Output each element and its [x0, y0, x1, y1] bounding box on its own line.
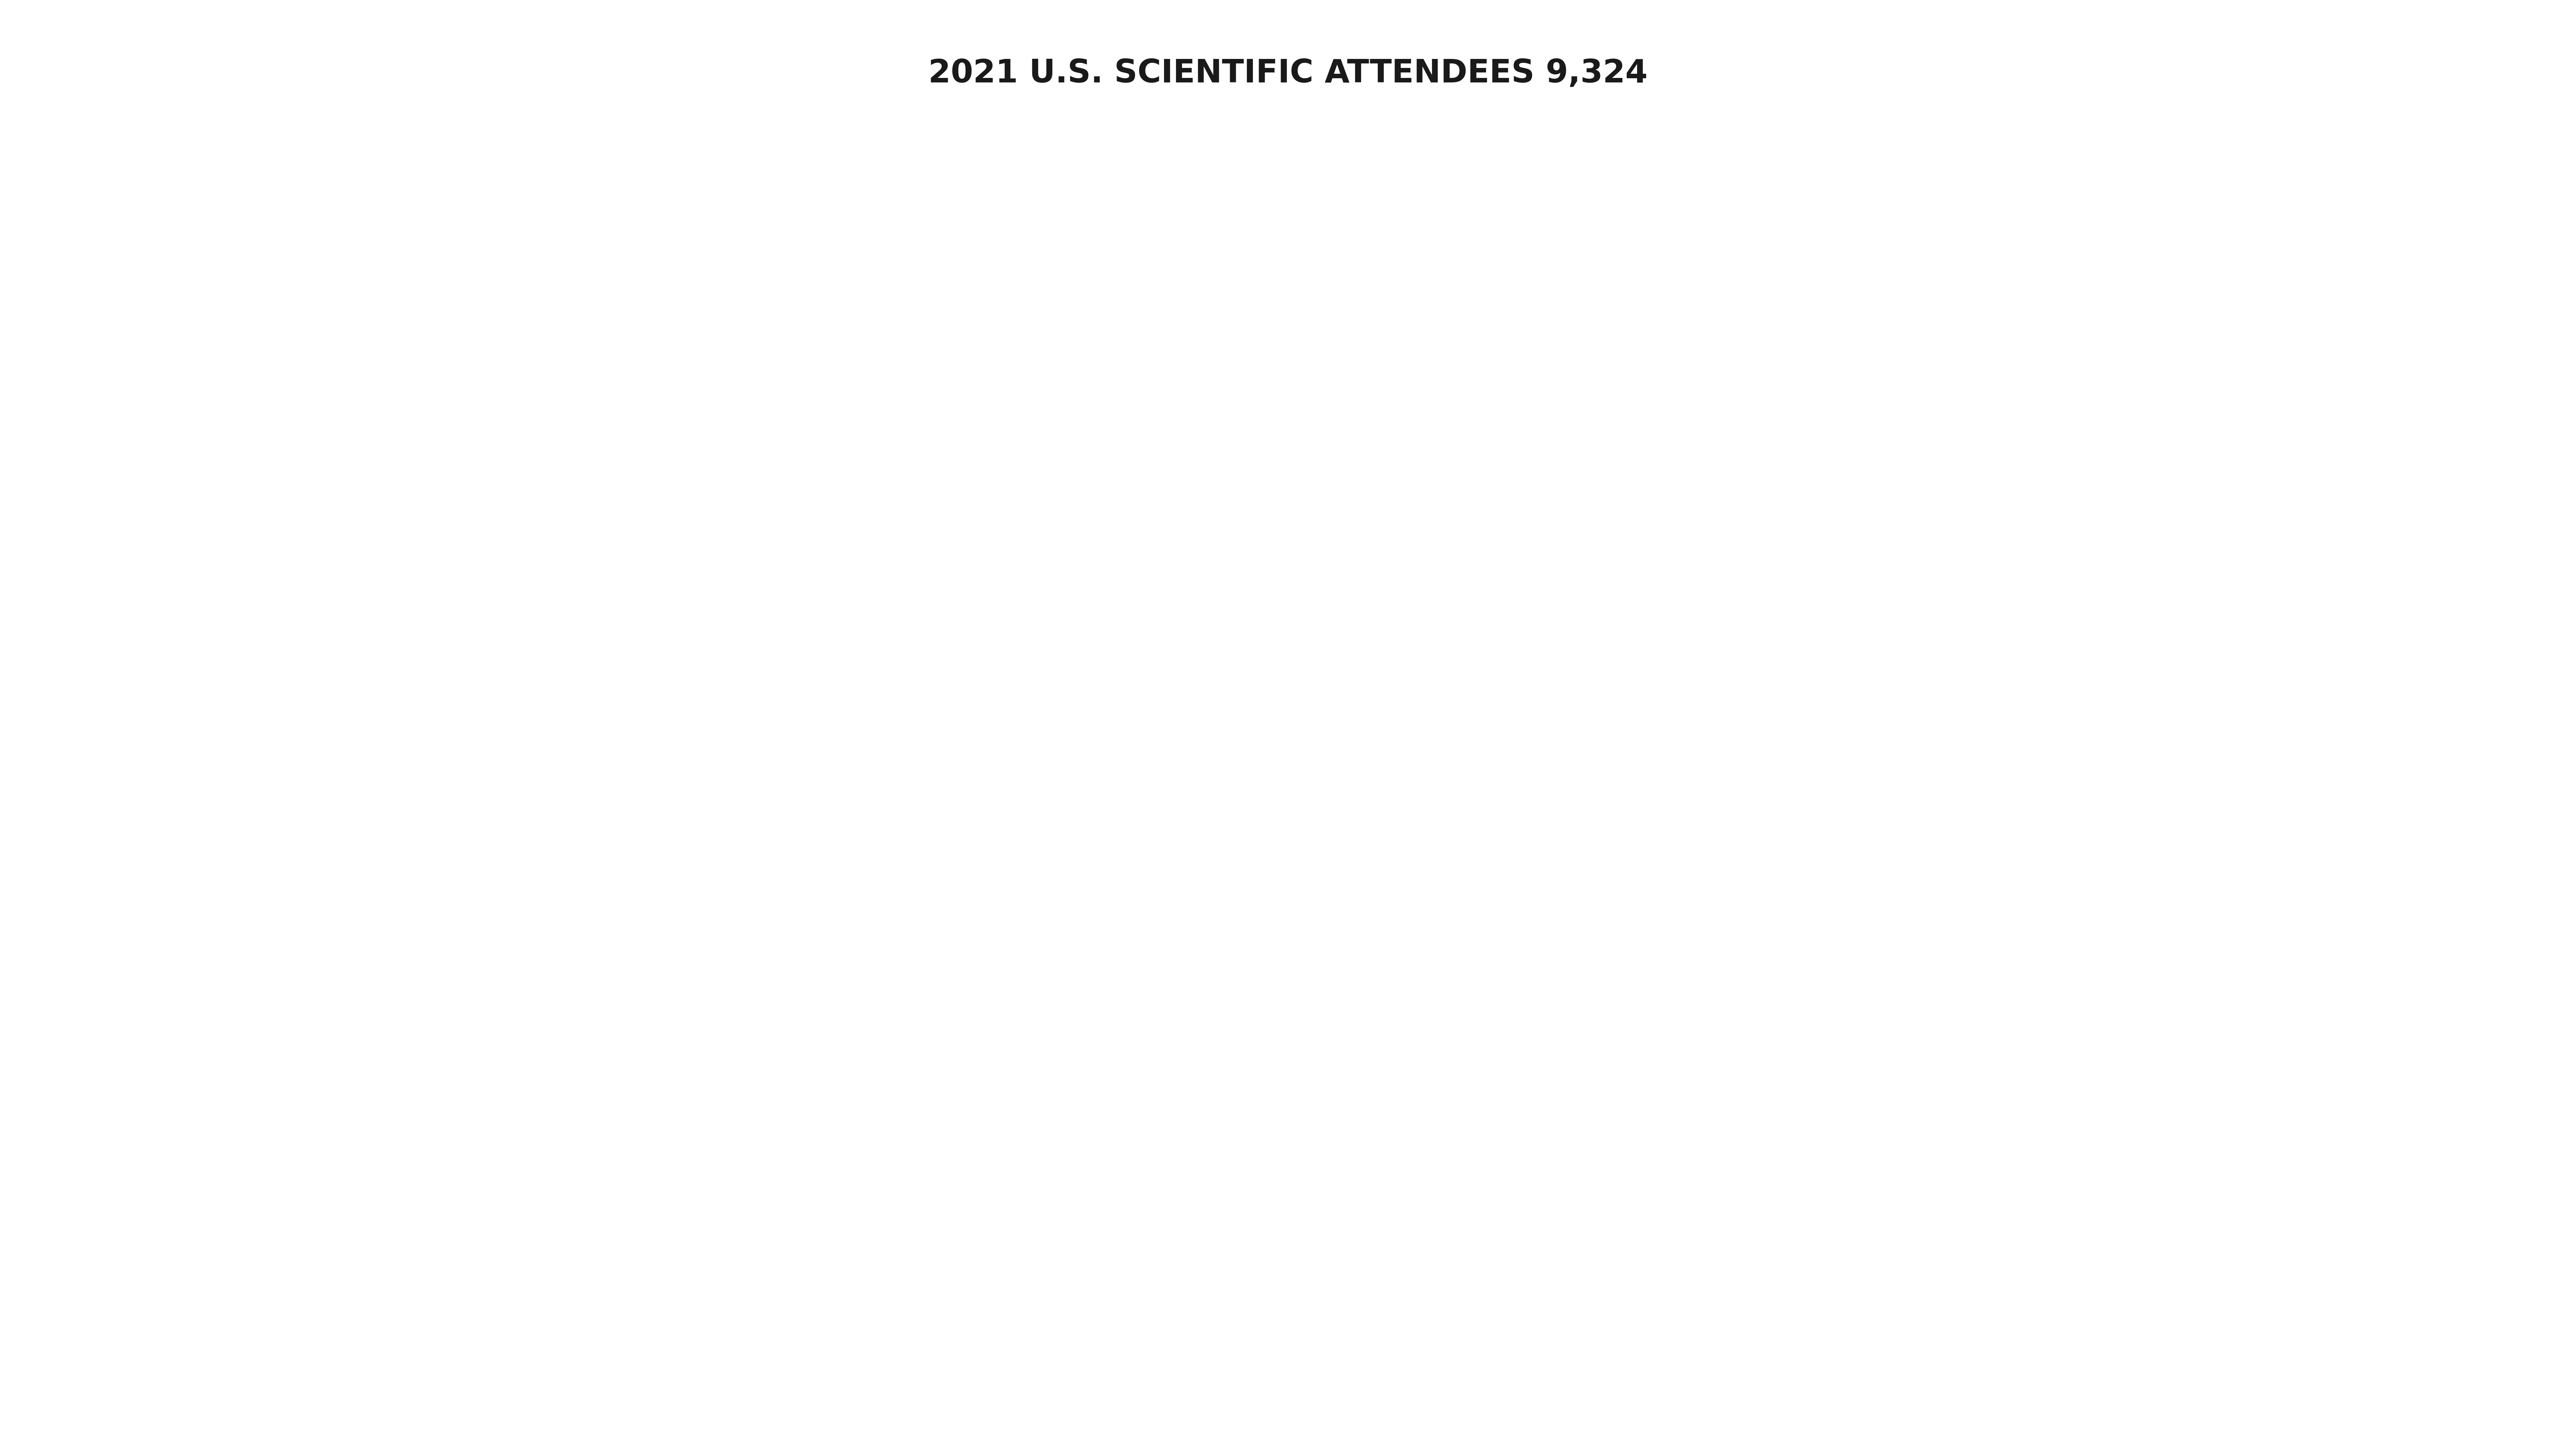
- Text: 2021 U.S. SCIENTIFIC ATTENDEES 9,324: 2021 U.S. SCIENTIFIC ATTENDEES 9,324: [927, 58, 1649, 90]
